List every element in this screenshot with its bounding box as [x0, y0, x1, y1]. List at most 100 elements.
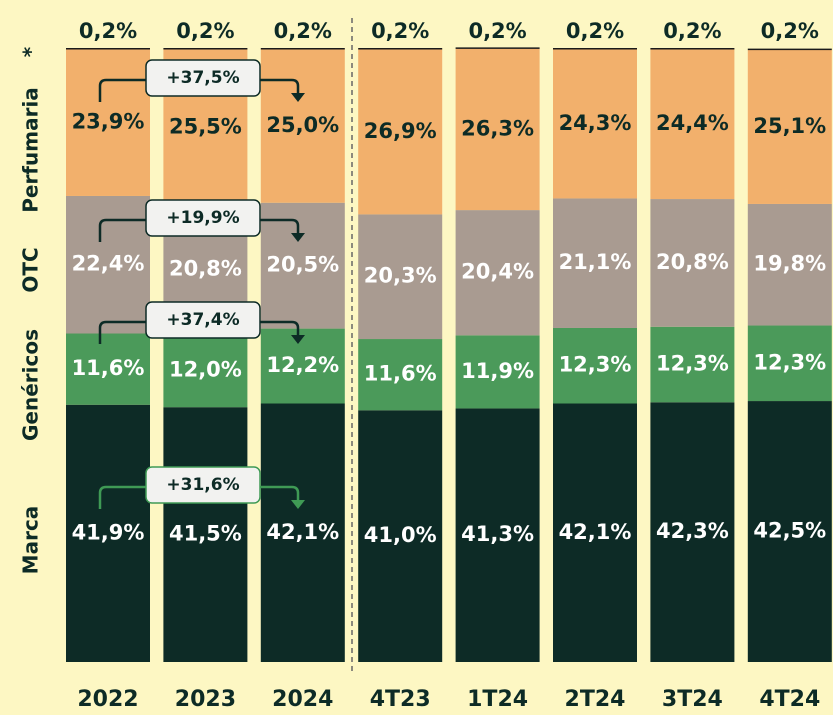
bar-segment: [455, 48, 540, 211]
bar-segment: [553, 327, 637, 404]
legend-label: *: [19, 46, 43, 57]
annotation-box: [145, 199, 261, 237]
value-label: 41,3%: [461, 522, 534, 546]
bar-segment: [553, 403, 637, 662]
value-label: 24,4%: [656, 111, 729, 135]
bar-segment: [66, 49, 150, 196]
bar-segment: [455, 210, 540, 336]
bar-segment: [358, 410, 443, 662]
bar-segment: [650, 49, 735, 200]
value-label: 12,3%: [753, 350, 826, 374]
value-label: 0,2%: [468, 19, 526, 43]
annotation: +31,6%: [166, 475, 239, 495]
value-label: 0,2%: [371, 19, 429, 43]
legend-label: Marca: [19, 506, 43, 575]
value-label: 0,2%: [176, 19, 234, 43]
value-label: 20,8%: [169, 257, 242, 281]
bar-segment: [163, 48, 248, 50]
value-label: 20,5%: [266, 253, 339, 277]
bar-segment: [163, 407, 248, 662]
x-tick-label: 2T24: [565, 687, 626, 712]
value-label: 11,9%: [461, 359, 534, 383]
bar-segment: [455, 335, 540, 409]
bar-segment: [66, 333, 150, 405]
value-label: 41,9%: [72, 520, 145, 544]
value-label: 12,0%: [169, 357, 242, 381]
bar-segment: [455, 408, 540, 662]
bar-segment: [260, 49, 345, 203]
bar-segment: [553, 48, 637, 50]
value-label: 21,1%: [559, 250, 632, 274]
bar-segment: [650, 48, 735, 50]
x-tick-label: 4T23: [370, 687, 431, 712]
annotation: +37,5%: [166, 68, 239, 88]
x-tick-label: 3T24: [662, 687, 723, 712]
annotation: +19,9%: [166, 208, 239, 228]
value-label: 42,5%: [753, 519, 826, 543]
value-label: 25,0%: [266, 113, 339, 137]
arrow-head: [291, 335, 305, 344]
bar-segment: [260, 403, 345, 662]
bar-segment: [260, 48, 345, 50]
value-label: 41,0%: [364, 523, 437, 547]
value-label: 41,5%: [169, 522, 242, 546]
bar-segment: [553, 49, 637, 199]
bar-segment: [455, 47, 540, 49]
value-label: 24,3%: [559, 111, 632, 135]
annotation-box: [145, 59, 261, 97]
value-label: 20,8%: [656, 250, 729, 274]
arrow-head: [291, 500, 305, 509]
bar-segment: [66, 404, 150, 662]
arrow-head: [291, 233, 305, 242]
value-label: 42,1%: [266, 520, 339, 544]
annotation: +37,4%: [166, 310, 239, 330]
bar-segment: [358, 339, 443, 411]
value-label: 19,8%: [753, 252, 826, 276]
value-label: 12,2%: [266, 353, 339, 377]
value-label: 20,4%: [461, 260, 534, 284]
bar-segment: [358, 49, 443, 215]
value-label: 0,2%: [566, 19, 624, 43]
value-label: 11,6%: [72, 356, 145, 380]
value-label: 42,1%: [559, 520, 632, 544]
value-label: 20,3%: [364, 264, 437, 288]
bar-segment: [650, 199, 735, 327]
bar-segment: [650, 326, 735, 403]
bar-segment: [747, 203, 832, 326]
annotation-box: [145, 301, 261, 339]
bar-segment: [747, 49, 832, 204]
annotation-box: [145, 466, 261, 504]
value-label: 23,9%: [72, 110, 145, 134]
x-tick-label: 2024: [272, 687, 333, 712]
value-label: 0,2%: [663, 19, 721, 43]
arrow-head: [291, 93, 305, 102]
bar-segment: [747, 48, 832, 51]
value-label: 26,3%: [461, 116, 534, 140]
legend-label: OTC: [19, 247, 43, 292]
x-tick-label: 4T24: [759, 687, 820, 712]
value-label: 12,3%: [559, 353, 632, 377]
value-label: 0,2%: [79, 19, 137, 43]
bar-segment: [650, 402, 735, 662]
bar-segment: [358, 48, 443, 50]
value-label: 12,3%: [656, 352, 729, 376]
value-label: 0,2%: [761, 19, 819, 43]
value-label: 0,2%: [274, 19, 332, 43]
x-tick-label: 2023: [175, 687, 236, 712]
bar-segment: [163, 333, 248, 408]
bar-segment: [747, 325, 832, 402]
bar-segment: [66, 48, 150, 50]
value-label: 11,6%: [364, 362, 437, 386]
bar-segment: [260, 202, 345, 329]
bar-segment: [747, 401, 832, 662]
bar-segment: [358, 214, 443, 340]
value-label: 26,9%: [364, 119, 437, 143]
value-label: 25,5%: [169, 115, 242, 139]
value-label: 22,4%: [72, 252, 145, 276]
bar-segment: [260, 328, 345, 404]
x-tick-label: 2022: [77, 687, 138, 712]
legend-label: Perfumaria: [19, 87, 43, 213]
x-tick-label: 1T24: [467, 687, 528, 712]
value-label: 42,3%: [656, 519, 729, 543]
